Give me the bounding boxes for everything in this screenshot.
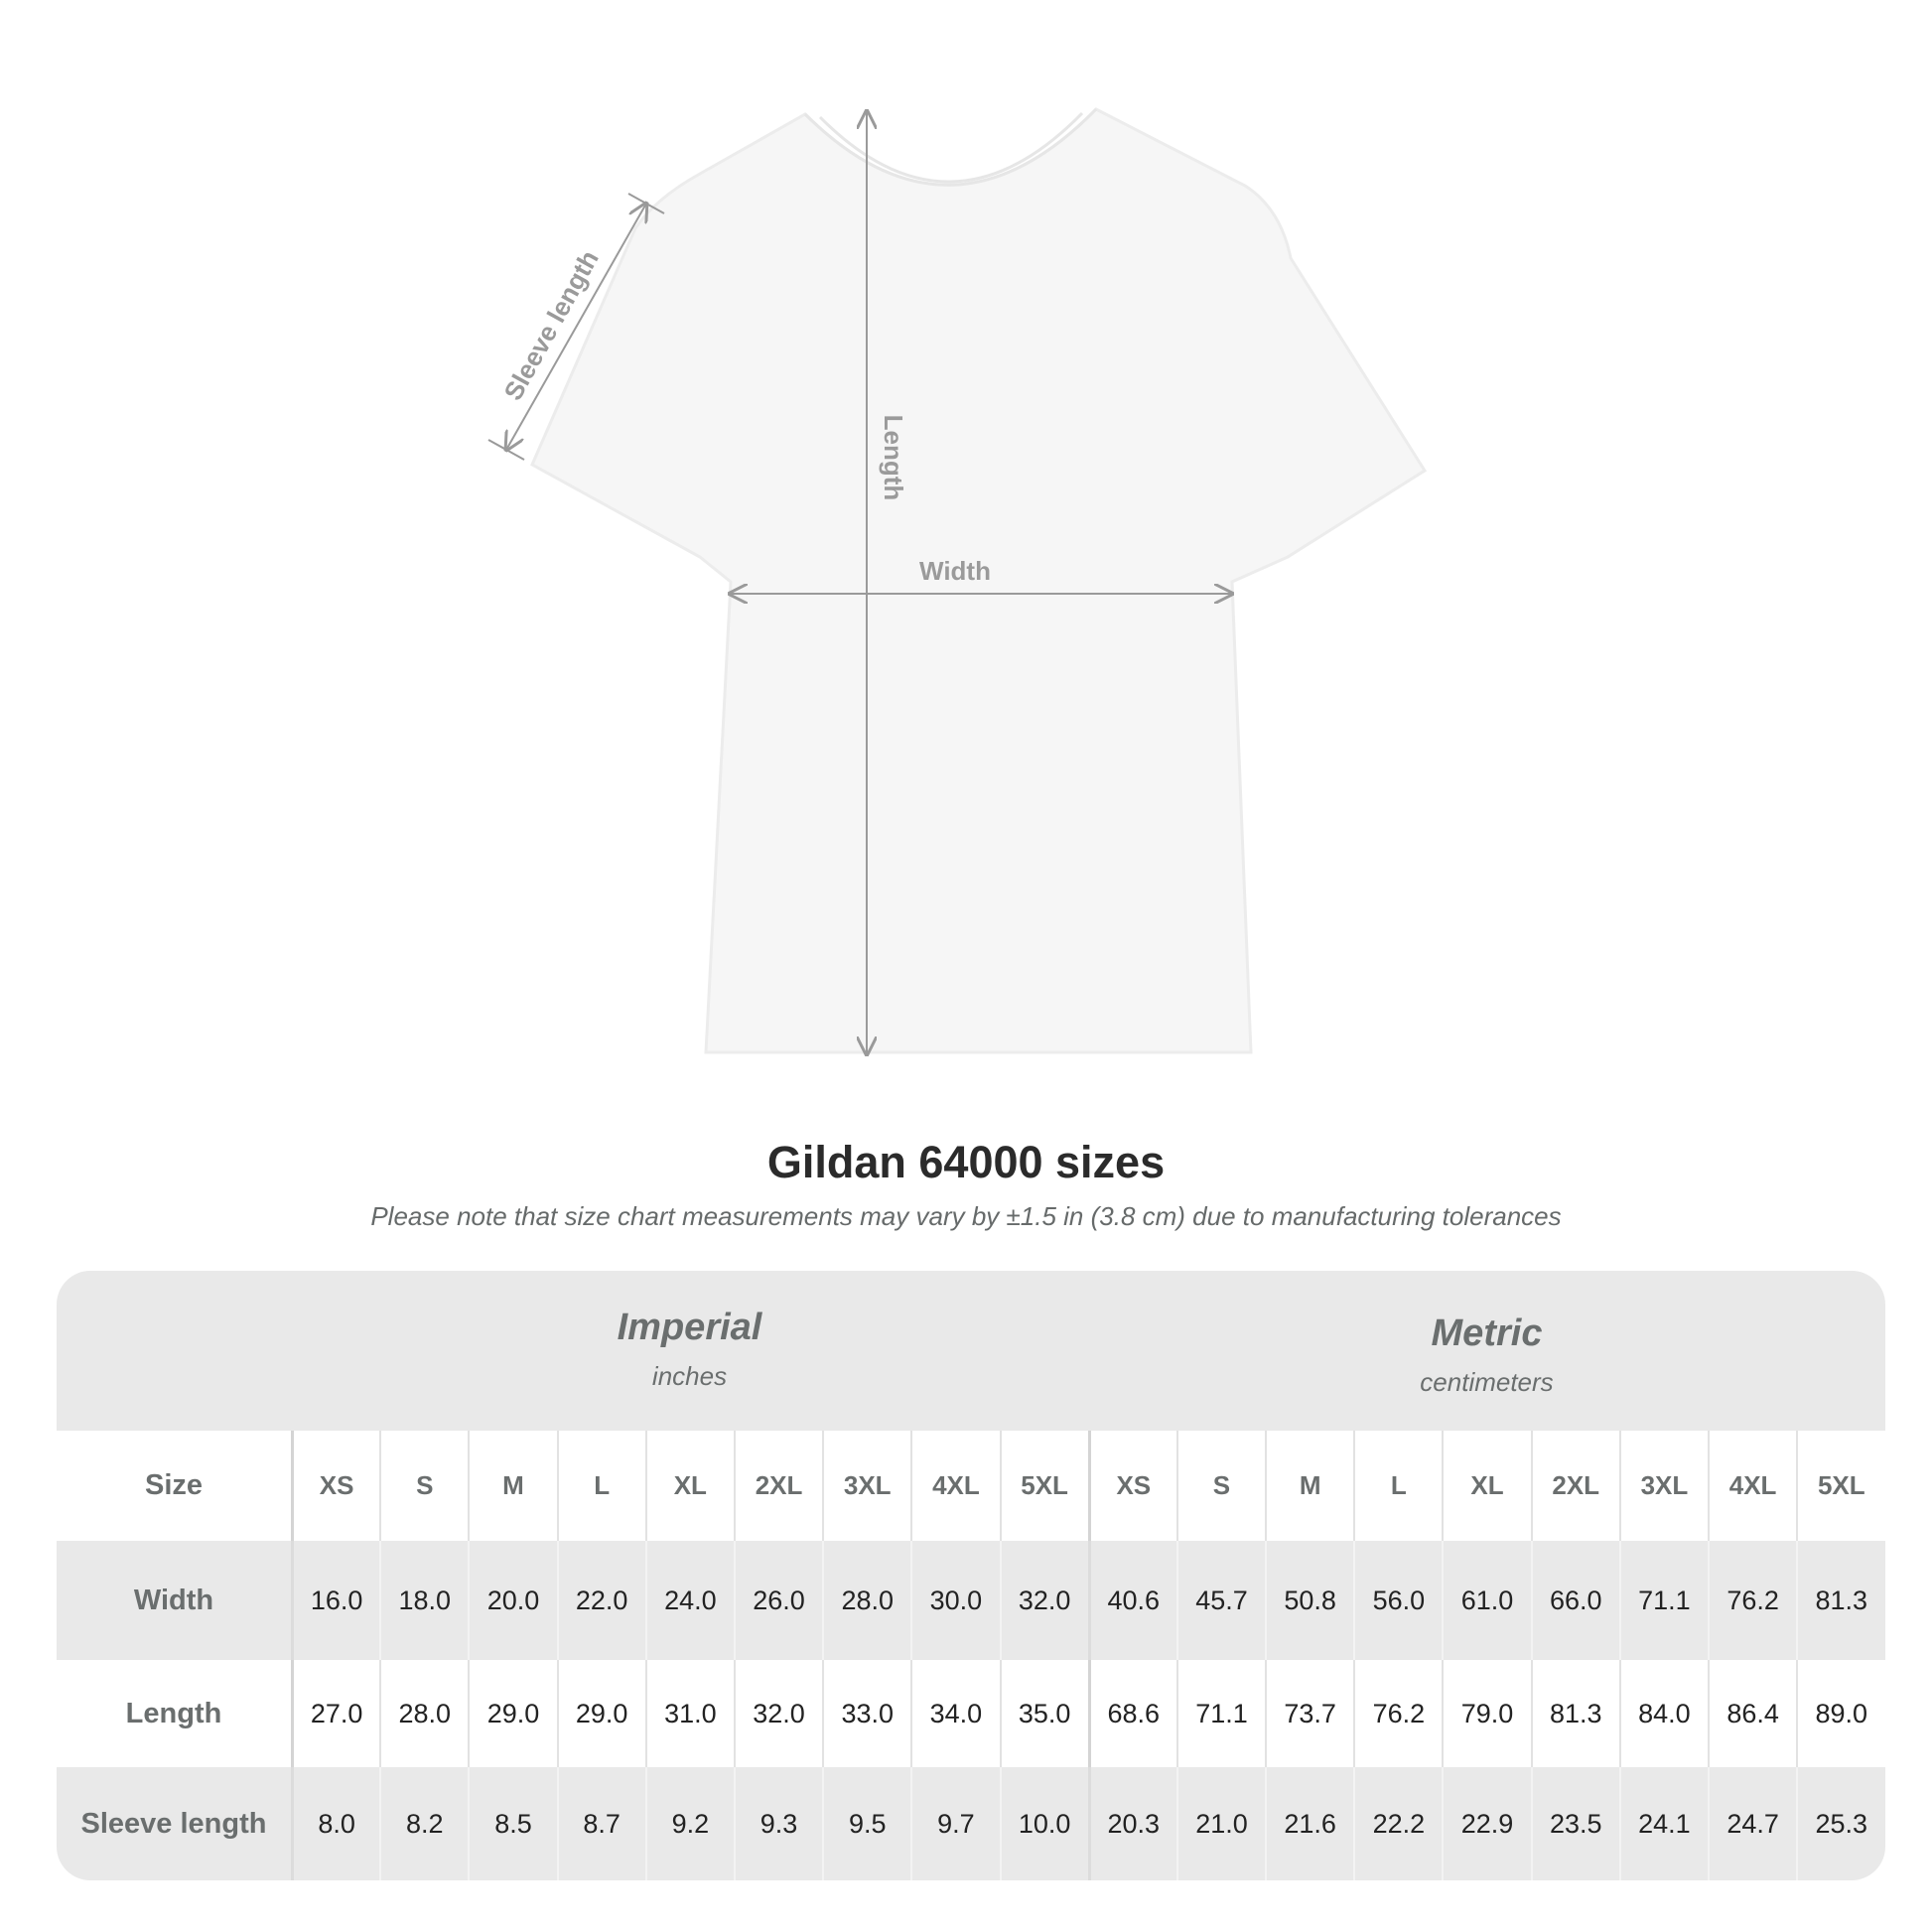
imperial-value-cell: 28.0 (822, 1541, 910, 1660)
tolerance-note: Please note that size chart measurements… (370, 1201, 1562, 1231)
imperial-value-cell: 35.0 (999, 1660, 1088, 1767)
tshirt-diagram: Width Length Sleeve length (487, 107, 1428, 1092)
metric-value-cell: 73.7 (1265, 1660, 1353, 1767)
imperial-size-xs: XS (291, 1431, 379, 1541)
metric-size-3xl: 3XL (1618, 1431, 1708, 1541)
metric-size-xs: XS (1087, 1431, 1176, 1541)
imperial-value-cell: 8.2 (379, 1767, 468, 1880)
imperial-value-cell: 34.0 (910, 1660, 999, 1767)
metric-value-cell: 20.3 (1087, 1767, 1176, 1880)
imperial-value-cell: 26.0 (733, 1541, 822, 1660)
width-label: Width (919, 556, 991, 586)
row-label: Width (133, 1584, 214, 1616)
metric-value-cell: 45.7 (1175, 1541, 1265, 1660)
metric-value-cell: 89.0 (1796, 1660, 1884, 1767)
length-label: Length (879, 415, 908, 501)
metric-unit: centimeters (1420, 1367, 1554, 1397)
metric-label: Metric (1431, 1312, 1543, 1354)
imperial-value-cell: 22.0 (556, 1541, 645, 1660)
imperial-size-s: S (379, 1431, 468, 1541)
metric-size-4xl: 4XL (1708, 1431, 1796, 1541)
metric-value-cell: 84.0 (1618, 1660, 1708, 1767)
imperial-value-cell: 24.0 (644, 1541, 734, 1660)
size-label: Size (144, 1469, 204, 1501)
metric-value-cell: 76.2 (1708, 1541, 1796, 1660)
metric-size-m: M (1265, 1431, 1353, 1541)
imperial-value-cell: 10.0 (999, 1767, 1088, 1880)
row-label: Length (125, 1697, 222, 1729)
imperial-size-2xl: 2XL (733, 1431, 822, 1541)
metric-value-cell: 81.3 (1530, 1660, 1619, 1767)
metric-value-cell: 81.3 (1796, 1541, 1884, 1660)
imperial-size-5xl: 5XL (999, 1431, 1088, 1541)
metric-value-cell: 24.1 (1618, 1767, 1708, 1880)
metric-value-cell: 79.0 (1442, 1660, 1530, 1767)
size-header-row: Size XS S M L XL 2XL 3XL 4XL 5XL XS S M L XL 2XL 3XL 4XL 5… (57, 1431, 1885, 1541)
imperial-value-cell: 9.2 (644, 1767, 734, 1880)
page-title: Gildan 64000 sizes (766, 1137, 1166, 1187)
metric-value-cell: 22.9 (1442, 1767, 1530, 1880)
tshirt-collar (803, 107, 1098, 187)
metric-value-cell: 50.8 (1265, 1541, 1353, 1660)
imperial-value-cell: 9.3 (733, 1767, 822, 1880)
metric-size-s: S (1175, 1431, 1265, 1541)
metric-value-cell: 71.1 (1175, 1660, 1265, 1767)
imperial-size-l: L (556, 1431, 645, 1541)
imperial-value-cell: 32.0 (999, 1541, 1088, 1660)
metric-value-cell: 71.1 (1618, 1541, 1708, 1660)
metric-value-cell: 21.6 (1265, 1767, 1353, 1880)
imperial-value-cell: 33.0 (822, 1660, 910, 1767)
imperial-value-cell: 20.0 (468, 1541, 556, 1660)
metric-value-cell: 21.0 (1175, 1767, 1265, 1880)
metric-size-2xl: 2XL (1530, 1431, 1619, 1541)
row-label: Sleeve length (80, 1807, 267, 1840)
sleeve-measure (487, 193, 665, 461)
imperial-value-cell: 27.0 (291, 1660, 379, 1767)
imperial-label: Imperial (617, 1307, 762, 1348)
imperial-size-m: M (468, 1431, 556, 1541)
metric-value-cell: 24.7 (1708, 1767, 1796, 1880)
metric-value-cell: 66.0 (1530, 1541, 1619, 1660)
metric-value-cell: 68.6 (1087, 1660, 1176, 1767)
metric-value-cell: 76.2 (1353, 1660, 1442, 1767)
metric-size-xl: XL (1442, 1431, 1530, 1541)
metric-value-cell: 40.6 (1087, 1541, 1176, 1660)
imperial-size-3xl: 3XL (822, 1431, 910, 1541)
metric-value-cell: 56.0 (1353, 1541, 1442, 1660)
imperial-value-cell: 18.0 (379, 1541, 468, 1660)
metric-header: Metric centimeters (1088, 1271, 1885, 1472)
imperial-value-cell: 28.0 (379, 1660, 468, 1767)
metric-value-cell: 61.0 (1442, 1541, 1530, 1660)
table-row-width: Width 16.0 18.0 20.0 22.0 24.0 26.0 28.0 30.0 32.… (57, 1541, 1885, 1660)
metric-value-cell: 23.5 (1530, 1767, 1619, 1880)
imperial-size-4xl: 4XL (910, 1431, 999, 1541)
imperial-value-cell: 32.0 (733, 1660, 822, 1767)
imperial-value-cell: 29.0 (468, 1660, 556, 1767)
imperial-value-cell: 16.0 (291, 1541, 379, 1660)
imperial-value-cell: 9.7 (910, 1767, 999, 1880)
metric-value-cell: 22.2 (1353, 1767, 1442, 1880)
imperial-value-cell: 9.5 (822, 1767, 910, 1880)
size-table: Imperial inches Metric centimeters Size X… (57, 1271, 1885, 1880)
table-row-sleeve-length: Sleeve length 8.0 8.2 8.5 8.7 9.2 9.3 9.5 9.7 10.… (57, 1767, 1885, 1880)
imperial-value-cell: 8.0 (291, 1767, 379, 1880)
imperial-header: Imperial inches (291, 1271, 1088, 1466)
imperial-value-cell: 8.7 (556, 1767, 645, 1880)
imperial-unit: inches (651, 1361, 728, 1391)
imperial-value-cell: 29.0 (556, 1660, 645, 1767)
metric-value-cell: 86.4 (1708, 1660, 1796, 1767)
imperial-value-cell: 8.5 (468, 1767, 556, 1880)
imperial-value-cell: 30.0 (910, 1541, 999, 1660)
table-row-length: Length 27.0 28.0 29.0 29.0 31.0 32.0 33.0 34.0 35… (57, 1660, 1885, 1767)
metric-size-l: L (1353, 1431, 1442, 1541)
imperial-size-xl: XL (644, 1431, 734, 1541)
metric-value-cell: 25.3 (1796, 1767, 1884, 1880)
metric-size-5xl: 5XL (1796, 1431, 1884, 1541)
imperial-value-cell: 31.0 (644, 1660, 734, 1767)
